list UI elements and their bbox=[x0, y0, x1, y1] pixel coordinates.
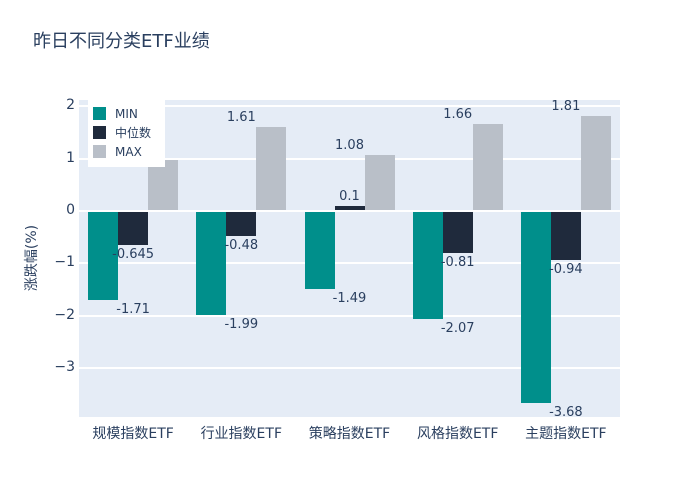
bar-value-label: 1.81 bbox=[551, 99, 581, 115]
bar-value-label: -1.99 bbox=[224, 317, 259, 333]
legend-item-median[interactable]: 中位数 bbox=[93, 123, 165, 142]
plot-area: -1.71-0.6450.97-1.99-0.481.61-1.490.11.0… bbox=[79, 99, 620, 421]
x-tick-label: 策略指数ETF bbox=[308, 426, 391, 442]
y-tick-label: −2 bbox=[54, 306, 75, 323]
legend-swatch-min-icon bbox=[93, 107, 106, 120]
bar-value-label: -0.48 bbox=[224, 238, 259, 254]
bar-value-label: -3.68 bbox=[549, 405, 583, 421]
gridline bbox=[79, 105, 620, 108]
y-tick-label: 2 bbox=[66, 97, 75, 114]
bar-MIN-规模指数ETF bbox=[88, 211, 119, 301]
x-tick-label: 行业指数ETF bbox=[200, 426, 283, 442]
bar-value-label: 1.61 bbox=[226, 109, 256, 125]
bar-MIN-行业指数ETF bbox=[196, 211, 227, 316]
bar-value-label: 1.66 bbox=[443, 107, 473, 123]
bar-MAX-主题指数ETF bbox=[580, 116, 611, 211]
legend-item-min[interactable]: MIN bbox=[93, 104, 165, 123]
bar-value-label: -1.71 bbox=[116, 302, 150, 318]
y-tick-label: −1 bbox=[54, 254, 75, 271]
y-tick-label: 1 bbox=[66, 149, 75, 166]
bar-中位数-主题指数ETF bbox=[550, 211, 581, 261]
bar-中位数-风格指数ETF bbox=[442, 211, 473, 254]
bar-MAX-行业指数ETF bbox=[256, 126, 287, 211]
bar-value-label: -2.07 bbox=[440, 321, 475, 337]
legend-swatch-max-icon bbox=[93, 145, 106, 158]
bar-MIN-策略指数ETF bbox=[304, 211, 335, 289]
gridline bbox=[79, 262, 620, 265]
legend-label-max: MAX bbox=[115, 144, 142, 159]
legend: MIN 中位数 MAX bbox=[88, 97, 165, 167]
bar-中位数-规模指数ETF bbox=[118, 211, 149, 245]
x-tick-label: 规模指数ETF bbox=[92, 426, 174, 442]
x-tick-label: 主题指数ETF bbox=[525, 426, 607, 442]
legend-label-min: MIN bbox=[115, 106, 138, 121]
y-tick-label: −3 bbox=[54, 358, 75, 375]
bar-MIN-主题指数ETF bbox=[520, 211, 551, 404]
bar-value-label: -0.81 bbox=[440, 255, 475, 271]
bar-MAX-策略指数ETF bbox=[364, 154, 395, 211]
bar-value-label: -1.49 bbox=[332, 290, 367, 306]
zero-line bbox=[79, 210, 620, 212]
bar-value-label: 0.1 bbox=[339, 188, 360, 204]
bar-MAX-规模指数ETF bbox=[148, 160, 179, 211]
bar-中位数-行业指数ETF bbox=[226, 211, 257, 237]
gridline bbox=[79, 314, 620, 317]
bar-中位数-策略指数ETF bbox=[334, 205, 365, 211]
bar-MIN-风格指数ETF bbox=[412, 211, 443, 320]
chart-title: 昨日不同分类ETF业绩 bbox=[33, 31, 210, 52]
y-tick-label: 0 bbox=[66, 202, 75, 218]
x-tick-label: 风格指数ETF bbox=[416, 426, 499, 442]
bar-value-label: -0.645 bbox=[112, 246, 155, 262]
legend-label-median: 中位数 bbox=[115, 126, 152, 140]
gridline bbox=[79, 366, 620, 369]
legend-item-max[interactable]: MAX bbox=[93, 142, 165, 161]
bar-MAX-风格指数ETF bbox=[472, 124, 503, 211]
bar-value-label: -0.94 bbox=[549, 262, 583, 278]
legend-swatch-median-icon bbox=[93, 126, 106, 139]
gridline bbox=[79, 157, 620, 160]
bar-value-label: 1.08 bbox=[335, 137, 364, 153]
